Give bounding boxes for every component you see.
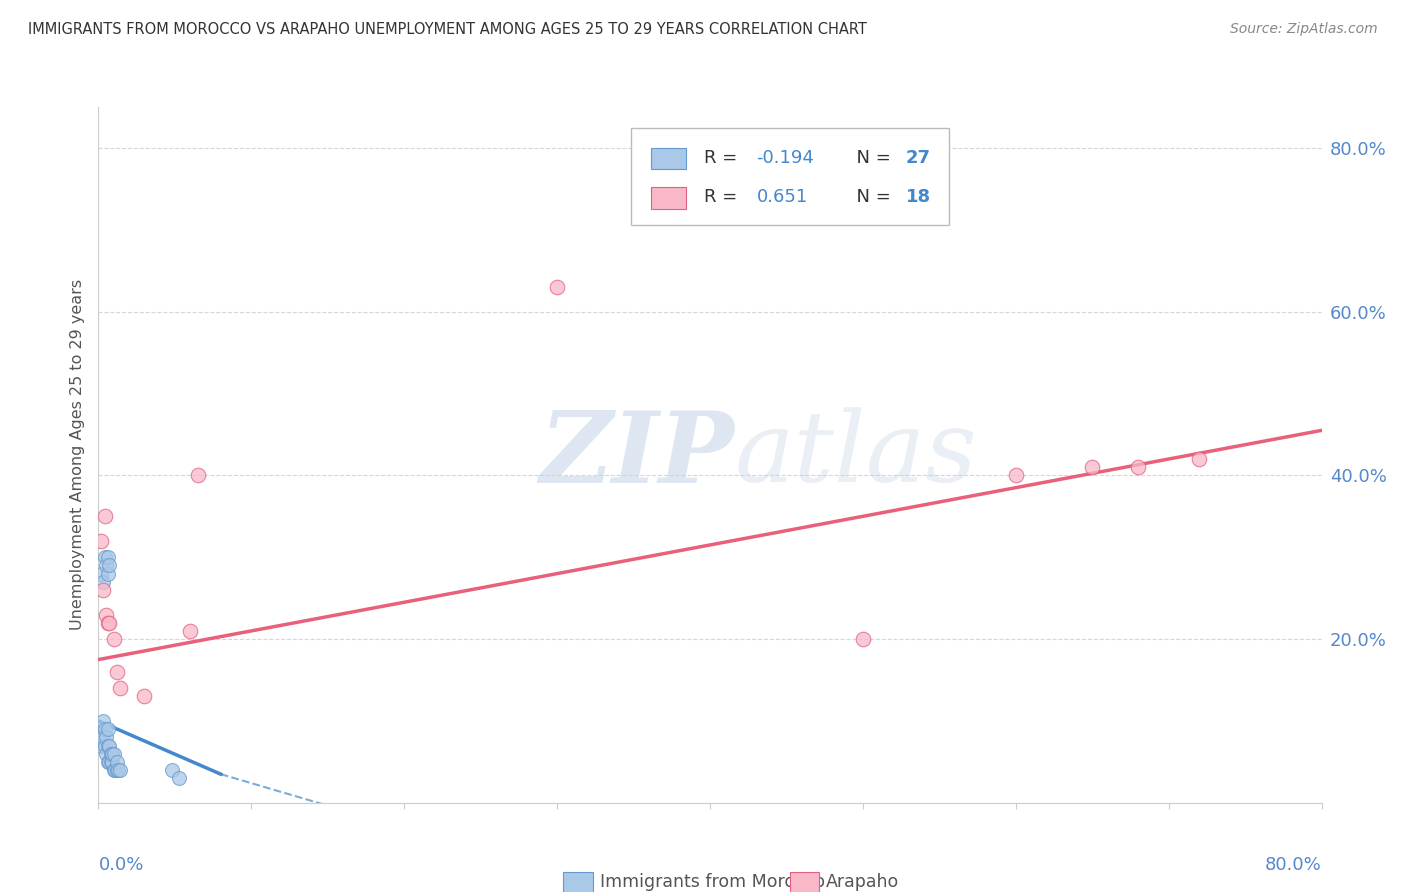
Point <box>94 747 117 761</box>
Text: Immigrants from Morocco: Immigrants from Morocco <box>600 873 825 891</box>
Point <box>852 632 875 646</box>
Point <box>93 550 115 565</box>
Point <box>103 632 125 646</box>
Point <box>97 550 120 565</box>
Text: R =: R = <box>704 149 742 167</box>
Point <box>97 566 120 581</box>
Bar <box>564 872 592 892</box>
Point <box>90 722 112 736</box>
Text: atlas: atlas <box>734 408 977 502</box>
Point <box>1004 468 1026 483</box>
Point <box>101 755 124 769</box>
Text: 18: 18 <box>905 188 931 206</box>
Point <box>169 771 191 785</box>
Point <box>160 763 183 777</box>
Text: 27: 27 <box>905 149 931 167</box>
Point <box>97 739 120 753</box>
Point <box>105 665 128 679</box>
Text: 80.0%: 80.0% <box>1265 856 1322 874</box>
Point <box>98 558 121 573</box>
Text: N =: N = <box>845 149 896 167</box>
Point <box>91 582 114 597</box>
Point <box>93 722 115 736</box>
Point <box>100 755 122 769</box>
Point <box>104 763 127 777</box>
Point <box>187 468 209 483</box>
Text: Arapaho: Arapaho <box>827 873 900 891</box>
Point <box>1188 452 1211 467</box>
Point <box>93 739 115 753</box>
Point <box>1128 460 1150 475</box>
Point <box>90 739 112 753</box>
Point <box>97 755 120 769</box>
Point <box>90 566 112 581</box>
Bar <box>790 872 818 892</box>
Text: N =: N = <box>845 188 896 206</box>
Text: -0.194: -0.194 <box>756 149 814 167</box>
Point <box>98 739 121 753</box>
Point <box>90 533 112 548</box>
Point <box>108 763 131 777</box>
Y-axis label: Unemployment Among Ages 25 to 29 years: Unemployment Among Ages 25 to 29 years <box>69 279 84 631</box>
Point <box>91 731 114 745</box>
Point <box>94 558 117 573</box>
Point <box>97 722 120 736</box>
Text: Source: ZipAtlas.com: Source: ZipAtlas.com <box>1230 22 1378 37</box>
Point <box>105 755 128 769</box>
Point <box>94 731 117 745</box>
Point <box>97 615 120 630</box>
Bar <box>651 187 686 209</box>
Point <box>89 731 111 745</box>
Point <box>101 747 124 761</box>
Text: R =: R = <box>704 188 748 206</box>
Point <box>105 763 128 777</box>
Point <box>98 615 121 630</box>
Point <box>93 509 115 524</box>
Point <box>108 681 131 696</box>
Point <box>134 690 156 704</box>
Point <box>103 763 125 777</box>
Point <box>107 763 129 777</box>
Point <box>91 574 114 589</box>
Text: 0.0%: 0.0% <box>98 856 143 874</box>
Text: 0.651: 0.651 <box>756 188 808 206</box>
Point <box>179 624 201 638</box>
Bar <box>651 147 686 169</box>
Text: ZIP: ZIP <box>540 407 734 503</box>
Point <box>1081 460 1104 475</box>
Point <box>103 747 125 761</box>
FancyBboxPatch shape <box>630 128 949 226</box>
Point <box>100 747 122 761</box>
Point <box>91 714 114 728</box>
Point <box>546 280 568 294</box>
Point <box>94 607 117 622</box>
Point <box>98 755 121 769</box>
Text: IMMIGRANTS FROM MOROCCO VS ARAPAHO UNEMPLOYMENT AMONG AGES 25 TO 29 YEARS CORREL: IMMIGRANTS FROM MOROCCO VS ARAPAHO UNEMP… <box>28 22 868 37</box>
